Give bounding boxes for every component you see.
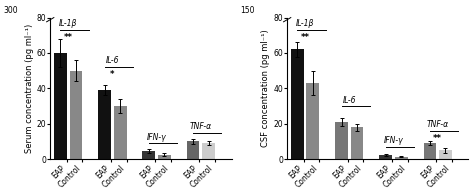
Text: **: ** <box>64 33 73 42</box>
Text: IL-6: IL-6 <box>106 56 119 65</box>
Text: IL-6: IL-6 <box>343 96 356 105</box>
Text: TNF-α: TNF-α <box>190 122 212 131</box>
Bar <box>379 155 392 159</box>
Text: *: * <box>110 70 115 79</box>
Bar <box>143 151 155 159</box>
Text: **: ** <box>433 134 442 143</box>
Bar <box>335 122 348 159</box>
Y-axis label: Serum concentration (pg ml⁻¹): Serum concentration (pg ml⁻¹) <box>25 24 34 153</box>
Text: **: ** <box>301 33 310 42</box>
Y-axis label: CSF concentration (pg ml⁻¹): CSF concentration (pg ml⁻¹) <box>262 29 271 147</box>
Text: 300: 300 <box>3 6 18 15</box>
Bar <box>395 157 408 159</box>
Text: TNF-α: TNF-α <box>427 120 449 129</box>
Text: IL-1β: IL-1β <box>296 19 314 28</box>
Bar <box>158 155 171 159</box>
Text: IL-1β: IL-1β <box>59 19 77 28</box>
Text: 150: 150 <box>240 6 255 15</box>
Bar <box>187 142 200 159</box>
Bar <box>70 71 82 159</box>
Bar <box>114 106 127 159</box>
Text: IFN-γ: IFN-γ <box>147 133 166 142</box>
Bar <box>439 150 452 159</box>
Text: IFN-γ: IFN-γ <box>384 136 403 145</box>
Bar <box>291 49 304 159</box>
Bar <box>424 143 437 159</box>
Bar <box>307 83 319 159</box>
Bar <box>351 127 364 159</box>
Bar <box>202 143 215 159</box>
Bar <box>98 90 111 159</box>
Bar <box>54 53 67 159</box>
